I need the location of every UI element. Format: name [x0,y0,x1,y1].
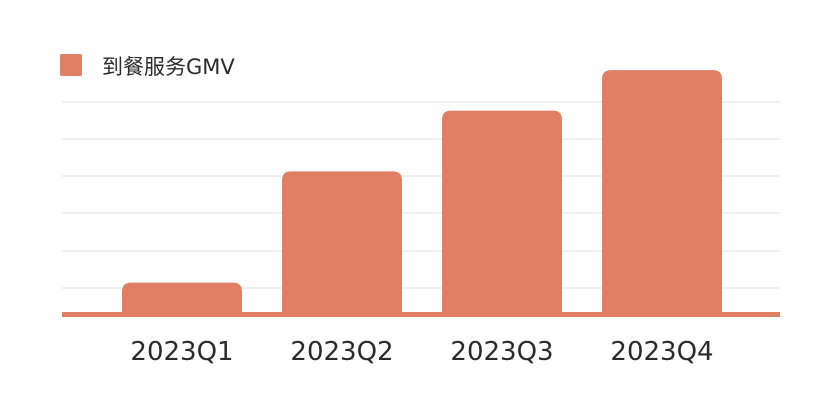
x-tick-labels: 2023Q1 2023Q2 2023Q3 2023Q4 [130,337,713,367]
bar-2023Q4 [602,70,722,314]
legend: 到餐服务GMV [60,54,235,79]
legend-label: 到餐服务GMV [102,55,235,79]
bar-2023Q1 [122,282,242,313]
x-tick-label: 2023Q1 [130,337,233,367]
bar-2023Q2 [282,171,402,313]
bar-2023Q3 [442,110,562,313]
bars [122,70,722,314]
x-tick-label: 2023Q2 [290,337,393,367]
x-tick-label: 2023Q3 [450,337,553,367]
legend-swatch-icon [60,54,82,76]
x-tick-label: 2023Q4 [610,337,713,367]
